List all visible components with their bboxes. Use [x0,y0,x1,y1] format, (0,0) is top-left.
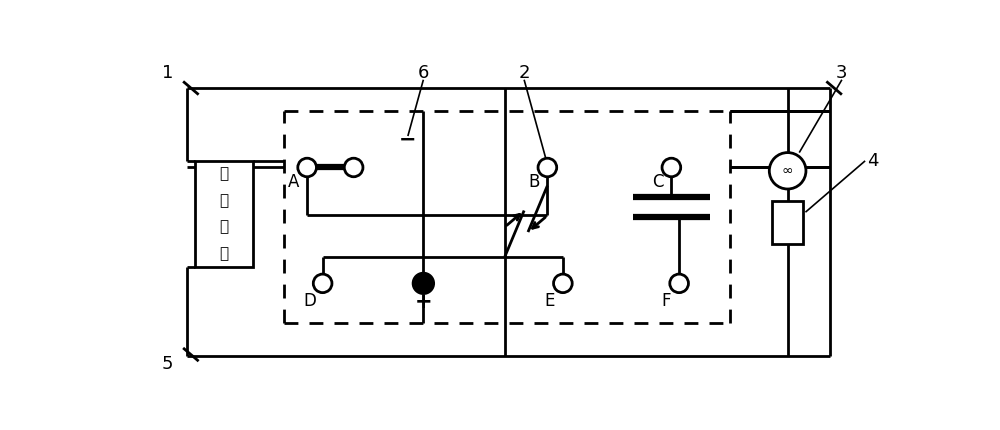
Ellipse shape [344,158,363,177]
Text: D: D [303,292,316,310]
Ellipse shape [769,153,806,189]
Text: F: F [661,292,671,310]
Text: +: + [415,292,432,312]
Ellipse shape [662,158,681,177]
Text: B: B [528,173,540,190]
Text: 活: 活 [219,193,228,208]
Text: 4: 4 [867,152,879,170]
Text: −: − [399,129,417,149]
Text: 激: 激 [219,166,228,181]
Text: 6: 6 [418,64,429,82]
Ellipse shape [554,274,572,293]
Ellipse shape [670,274,688,293]
Text: 1: 1 [162,64,173,82]
Bar [772,200,803,244]
Ellipse shape [298,158,316,177]
Text: 3: 3 [836,64,848,82]
Text: 5: 5 [162,356,173,374]
Ellipse shape [313,274,332,293]
Text: A: A [288,173,300,190]
Bar [195,161,253,267]
Text: 源: 源 [219,246,228,261]
Text: 2: 2 [518,64,530,82]
Text: C: C [652,173,664,190]
Ellipse shape [538,158,557,177]
Ellipse shape [413,273,434,294]
Text: ∞: ∞ [782,164,793,178]
Text: 电: 电 [219,220,228,235]
Text: E: E [544,292,555,310]
